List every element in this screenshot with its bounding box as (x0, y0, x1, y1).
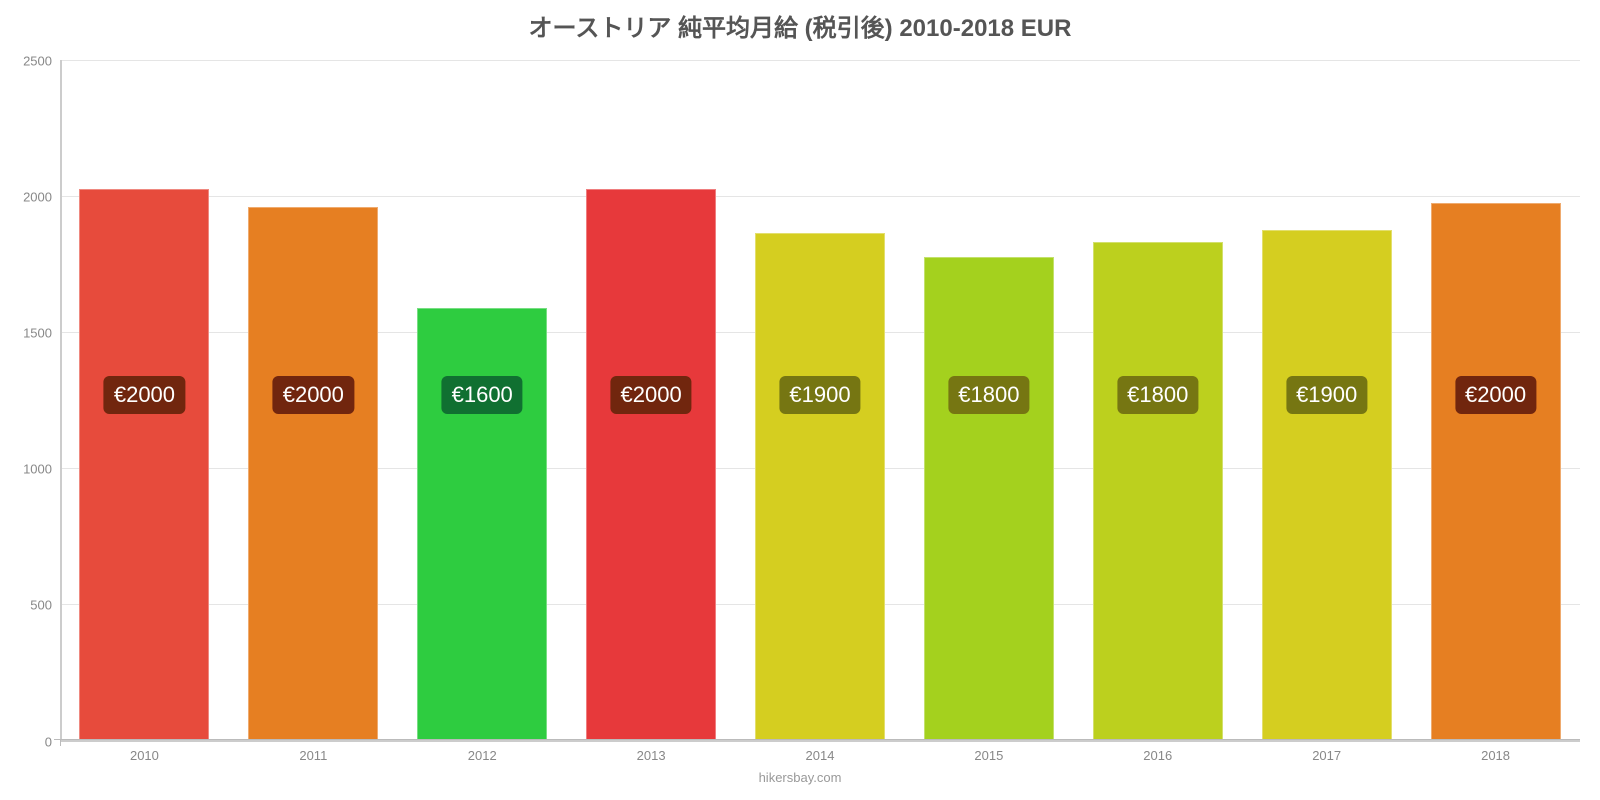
x-tick-label: 2016 (1143, 740, 1172, 763)
bar-value-label: €1900 (779, 376, 860, 414)
bar: €1900 (755, 233, 885, 740)
bar: €2000 (248, 207, 378, 740)
y-tick-label: 500 (10, 598, 60, 613)
bar: €1600 (417, 308, 547, 740)
bar-value-label: €2000 (1455, 376, 1536, 414)
y-tick-label: 1500 (10, 326, 60, 341)
bar-value-label: €1800 (948, 376, 1029, 414)
y-tick-label: 2500 (10, 54, 60, 69)
x-tick-label: 2017 (1312, 740, 1341, 763)
bars-group: €2000 €2000 €1600 €2000 €1900 €1800 €1800 €1900… (60, 60, 1580, 740)
plot-area: 05001000150020002500 €2000€2000€1600€200… (60, 60, 1580, 740)
bar: €1800 (1093, 242, 1223, 740)
x-tick-label: 2011 (299, 740, 327, 763)
bar: €2000 (586, 189, 716, 740)
bar: €2000 (1431, 203, 1561, 740)
x-tick (60, 740, 61, 746)
bar: €1900 (1262, 230, 1392, 740)
x-tick-label: 2014 (806, 740, 835, 763)
x-tick-label: 2013 (637, 740, 666, 763)
bar-value-label: €2000 (104, 376, 185, 414)
bar-value-label: €2000 (273, 376, 354, 414)
x-tick-label: 2010 (130, 740, 159, 763)
bar-value-label: €1800 (1117, 376, 1198, 414)
bar-value-label: €2000 (611, 376, 692, 414)
bar-value-label: €1900 (1286, 376, 1367, 414)
bar: €1800 (924, 257, 1054, 740)
attribution: hikersbay.com (759, 770, 842, 785)
bar: €2000 (79, 189, 209, 740)
chart-title: オーストリア 純平均月給 (税引後) 2010-2018 EUR (0, 0, 1600, 43)
x-tick-label: 2012 (468, 740, 497, 763)
y-tick-label: 0 (10, 735, 60, 750)
y-tick-label: 1000 (10, 462, 60, 477)
y-tick-label: 2000 (10, 190, 60, 205)
x-tick-label: 2018 (1481, 740, 1510, 763)
chart-container: オーストリア 純平均月給 (税引後) 2010-2018 EUR 0 500 100… (0, 0, 1600, 800)
x-tick-label: 2015 (974, 740, 1003, 763)
bar-value-label: €1600 (442, 376, 523, 414)
